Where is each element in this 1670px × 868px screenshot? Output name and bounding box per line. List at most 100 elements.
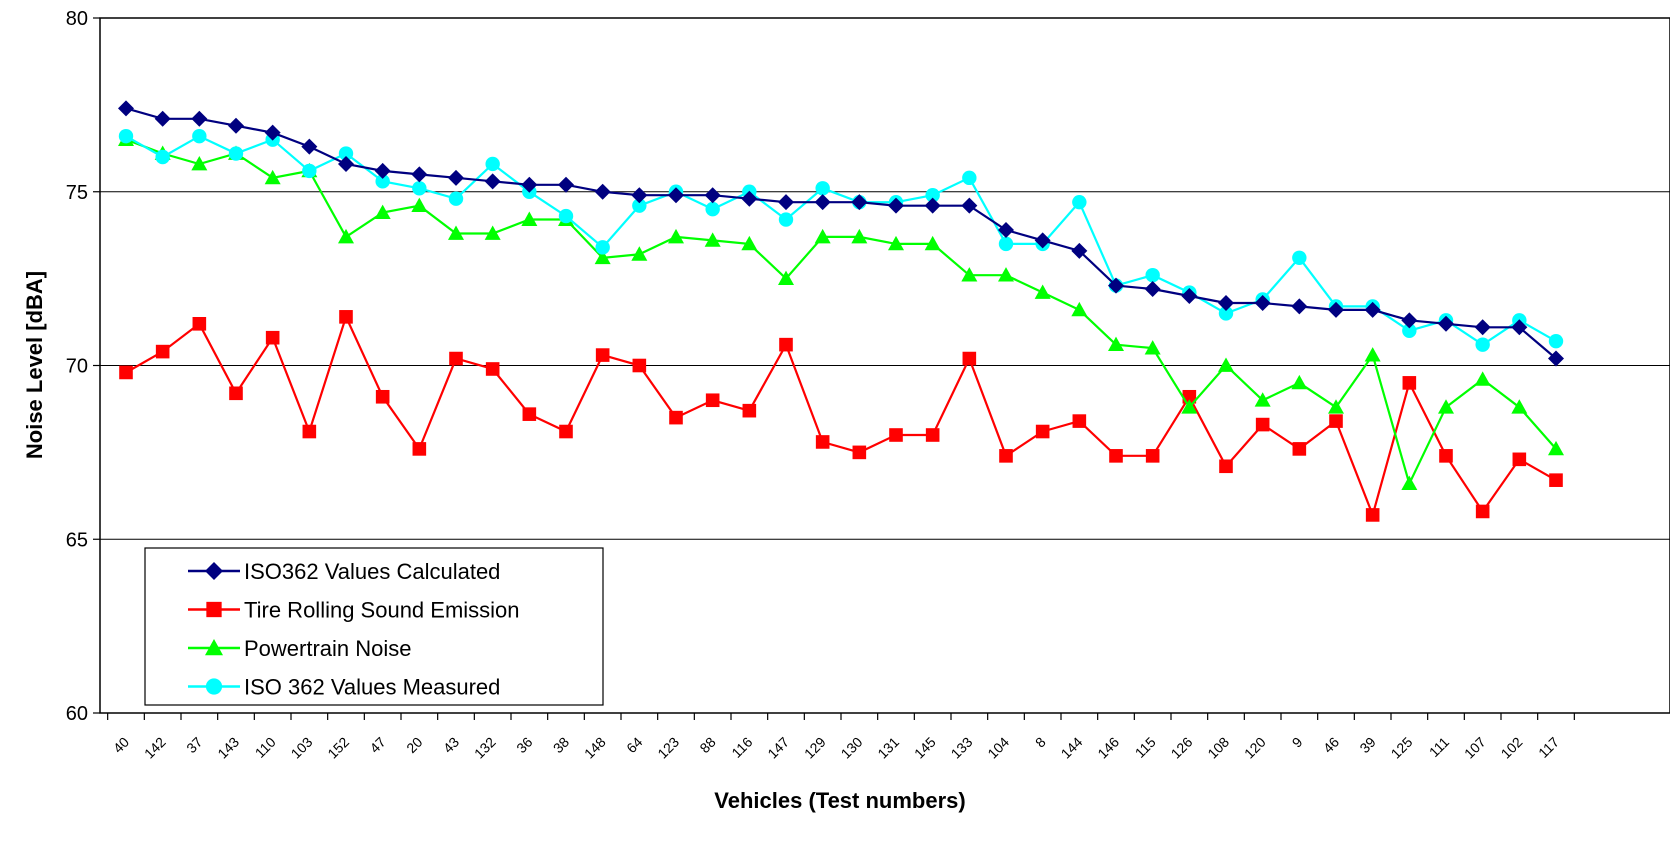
data-point-iso-362-values-measured [302,163,317,179]
data-point-iso362-values-calculated [668,187,684,204]
legend-marker-iso-362-values-measured [205,678,223,695]
legend-marker-powertrain-noise [205,639,223,656]
x-tick-label-123: 123 [654,734,682,762]
data-point-iso362-values-calculated [374,162,391,179]
data-point-iso362-values-calculated [154,110,171,127]
data-point-powertrain-noise [998,267,1014,282]
data-point-tire-rolling-sound-emission [229,386,243,401]
data-point-iso362-values-calculated [301,138,318,155]
data-point-tire-rolling-sound-emission [1365,508,1380,522]
data-point-powertrain-noise [851,228,868,244]
series-iso362-values-calculated [118,100,1564,367]
y-tick-label-65: 65 [66,529,88,551]
data-point-tire-rolling-sound-emission [1475,504,1490,519]
x-tick-label-143: 143 [214,734,242,762]
data-point-tire-rolling-sound-emission [192,317,207,331]
data-point-powertrain-noise [1328,399,1344,414]
data-point-iso362-values-calculated [228,117,244,134]
data-point-powertrain-noise [1218,357,1234,372]
data-point-powertrain-noise [521,211,538,226]
data-point-tire-rolling-sound-emission [962,351,977,366]
x-tick-label-132: 132 [471,734,499,762]
data-point-iso362-values-calculated [1291,298,1308,315]
x-tick-label-102: 102 [1498,734,1526,762]
data-point-iso-362-values-measured [412,181,427,196]
data-point-tire-rolling-sound-emission [815,435,830,449]
data-point-powertrain-noise [961,267,978,282]
x-tick-label-108: 108 [1204,734,1232,762]
y-tick-label-60: 60 [66,703,88,725]
data-point-iso362-values-calculated [448,169,464,186]
x-tick-label-111: 111 [1426,734,1453,761]
data-point-powertrain-noise [924,235,941,251]
x-tick-label-107: 107 [1461,734,1489,762]
data-point-tire-rolling-sound-emission [155,344,170,359]
data-point-powertrain-noise [814,228,831,244]
series-powertrain-noise [118,131,1564,491]
data-point-iso-362-values-measured [338,146,354,161]
data-point-iso362-values-calculated [631,187,648,204]
data-point-tire-rolling-sound-emission [522,407,537,421]
data-point-powertrain-noise [1181,399,1198,414]
data-point-iso-362-values-measured [448,191,464,206]
series-line-powertrain-noise [125,138,1557,487]
data-point-iso362-values-calculated [521,176,538,193]
data-point-powertrain-noise [704,232,721,247]
x-tick-label-39: 39 [1356,734,1378,756]
x-tick-label-36: 36 [513,734,535,756]
legend-marker-iso362-values-calculated [205,562,223,580]
data-point-tire-rolling-sound-emission [632,358,647,373]
data-point-tire-rolling-sound-emission [1549,473,1563,487]
data-point-tire-rolling-sound-emission [1109,449,1123,463]
data-point-iso362-values-calculated [558,176,574,193]
data-point-iso-362-values-measured [228,146,244,161]
data-point-powertrain-noise [1144,340,1161,355]
series-iso-362-values-measured [118,128,1564,352]
data-point-iso362-values-calculated [1254,294,1271,311]
data-point-powertrain-noise [338,228,354,244]
y-tick-label-80: 80 [66,8,88,30]
x-tick-label-37: 37 [183,734,205,756]
data-point-iso362-values-calculated [961,197,978,214]
data-point-powertrain-noise [1438,399,1454,414]
data-point-iso362-values-calculated [264,124,281,141]
data-point-iso-362-values-measured [998,236,1014,252]
data-point-iso362-values-calculated [998,221,1014,238]
data-point-iso362-values-calculated [1364,301,1381,318]
data-point-iso362-values-calculated [1034,232,1051,249]
data-point-iso-362-values-measured [192,128,207,144]
x-tick-label-103: 103 [288,734,316,762]
data-point-tire-rolling-sound-emission [742,403,757,418]
y-axis-title: Noise Level [dBA] [22,271,47,459]
data-point-iso-362-values-measured [815,181,830,196]
x-tick-label-142: 142 [141,734,169,762]
data-point-iso362-values-calculated [484,173,501,190]
data-point-powertrain-noise [264,169,281,185]
data-point-iso-362-values-measured [1475,337,1490,352]
data-point-iso362-values-calculated [1144,281,1161,298]
data-point-powertrain-noise [741,235,758,251]
x-tick-label-130: 130 [838,734,866,762]
data-point-iso-362-values-measured [925,188,940,203]
data-point-iso362-values-calculated [1328,301,1344,318]
legend: ISO362 Values Calculated Tire Rolling Sou… [144,547,604,706]
data-point-iso-362-values-measured [1145,267,1160,283]
legend-label-tire-rolling-sound-emission: Tire Rolling Sound Emission [244,598,520,623]
data-point-tire-rolling-sound-emission [485,362,500,376]
data-point-tire-rolling-sound-emission [1402,376,1417,390]
x-tick-label-126: 126 [1168,734,1196,762]
x-tick-label-110: 110 [252,734,279,761]
data-point-iso362-values-calculated [191,110,208,127]
data-point-powertrain-noise [1511,399,1528,414]
x-tick-label-9: 9 [1289,734,1306,751]
data-point-iso362-values-calculated [411,166,428,183]
data-point-iso-362-values-measured [778,212,794,227]
x-tick-label-133: 133 [948,734,976,762]
data-point-tire-rolling-sound-emission [1439,449,1453,463]
y-axis-ticks: 60 65 70 75 80 [66,8,100,725]
data-point-tire-rolling-sound-emission [302,424,317,439]
data-point-tire-rolling-sound-emission [1219,459,1233,474]
data-point-tire-rolling-sound-emission [889,428,903,442]
data-point-iso-362-values-measured [705,201,720,217]
data-point-tire-rolling-sound-emission [449,351,463,366]
